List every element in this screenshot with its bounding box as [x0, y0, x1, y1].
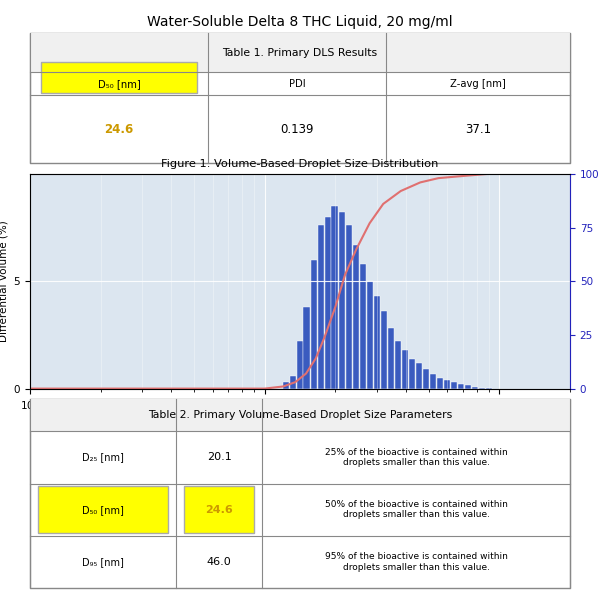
Text: Z-avg [nm]: Z-avg [nm]: [451, 79, 506, 89]
Text: 46.0: 46.0: [206, 557, 232, 567]
Text: D₅₀ [nm]: D₅₀ [nm]: [98, 79, 140, 89]
Bar: [184, 487, 254, 533]
Text: 0.139: 0.139: [281, 123, 314, 136]
Bar: [311, 260, 317, 389]
Text: D₉₅ [nm]: D₉₅ [nm]: [82, 557, 124, 567]
Text: Table 2. Primary Volume-Based Droplet Size Parameters: Table 2. Primary Volume-Based Droplet Si…: [148, 410, 452, 421]
Bar: [38, 487, 168, 533]
Text: 95% of the bioactive is contained within
droplets smaller than this value.: 95% of the bioactive is contained within…: [325, 552, 508, 572]
Bar: [437, 378, 443, 389]
Text: D₂₅ [nm]: D₂₅ [nm]: [82, 452, 124, 463]
Bar: [395, 341, 401, 389]
Bar: [367, 281, 373, 389]
Text: 25% of the bioactive is contained within
droplets smaller than this value.: 25% of the bioactive is contained within…: [325, 448, 508, 467]
Text: 37.1: 37.1: [465, 123, 491, 136]
Bar: [346, 226, 352, 389]
Bar: [331, 206, 338, 389]
Bar: [402, 350, 408, 389]
Y-axis label: Differential Volume (%): Differential Volume (%): [0, 220, 8, 342]
Bar: [472, 387, 478, 389]
Bar: [360, 264, 366, 389]
Bar: [374, 296, 380, 389]
Bar: [296, 341, 303, 389]
Bar: [409, 359, 415, 389]
Bar: [381, 311, 387, 389]
Text: Table 1. Primary DLS Results: Table 1. Primary DLS Results: [223, 47, 377, 58]
Bar: [451, 382, 457, 389]
Title: Figure 1. Volume-Based Droplet Size Distribution: Figure 1. Volume-Based Droplet Size Dist…: [161, 159, 439, 169]
Bar: [423, 369, 429, 389]
Bar: [283, 382, 289, 389]
Bar: [430, 374, 436, 389]
Bar: [339, 212, 345, 389]
Text: 20.1: 20.1: [206, 452, 232, 463]
Bar: [325, 217, 331, 389]
Text: 50% of the bioactive is contained within
droplets smaller than this value.: 50% of the bioactive is contained within…: [325, 500, 508, 520]
Bar: [458, 385, 464, 389]
Bar: [41, 62, 197, 93]
Text: 24.6: 24.6: [104, 123, 134, 136]
Text: PDI: PDI: [289, 79, 305, 89]
Bar: [304, 307, 310, 389]
Text: D₅₀ [nm]: D₅₀ [nm]: [82, 505, 124, 515]
Bar: [465, 385, 472, 389]
Bar: [444, 380, 451, 389]
Text: 24.6: 24.6: [205, 505, 233, 515]
Bar: [479, 388, 485, 389]
Bar: [30, 33, 570, 72]
X-axis label: Diameter (nm): Diameter (nm): [262, 418, 338, 428]
Bar: [388, 328, 394, 389]
Bar: [416, 363, 422, 389]
Bar: [318, 226, 324, 389]
Text: Water-Soluble Delta 8 THC Liquid, 20 mg/ml: Water-Soluble Delta 8 THC Liquid, 20 mg/…: [147, 15, 453, 29]
Bar: [290, 376, 296, 389]
Bar: [30, 399, 570, 431]
Bar: [353, 245, 359, 389]
